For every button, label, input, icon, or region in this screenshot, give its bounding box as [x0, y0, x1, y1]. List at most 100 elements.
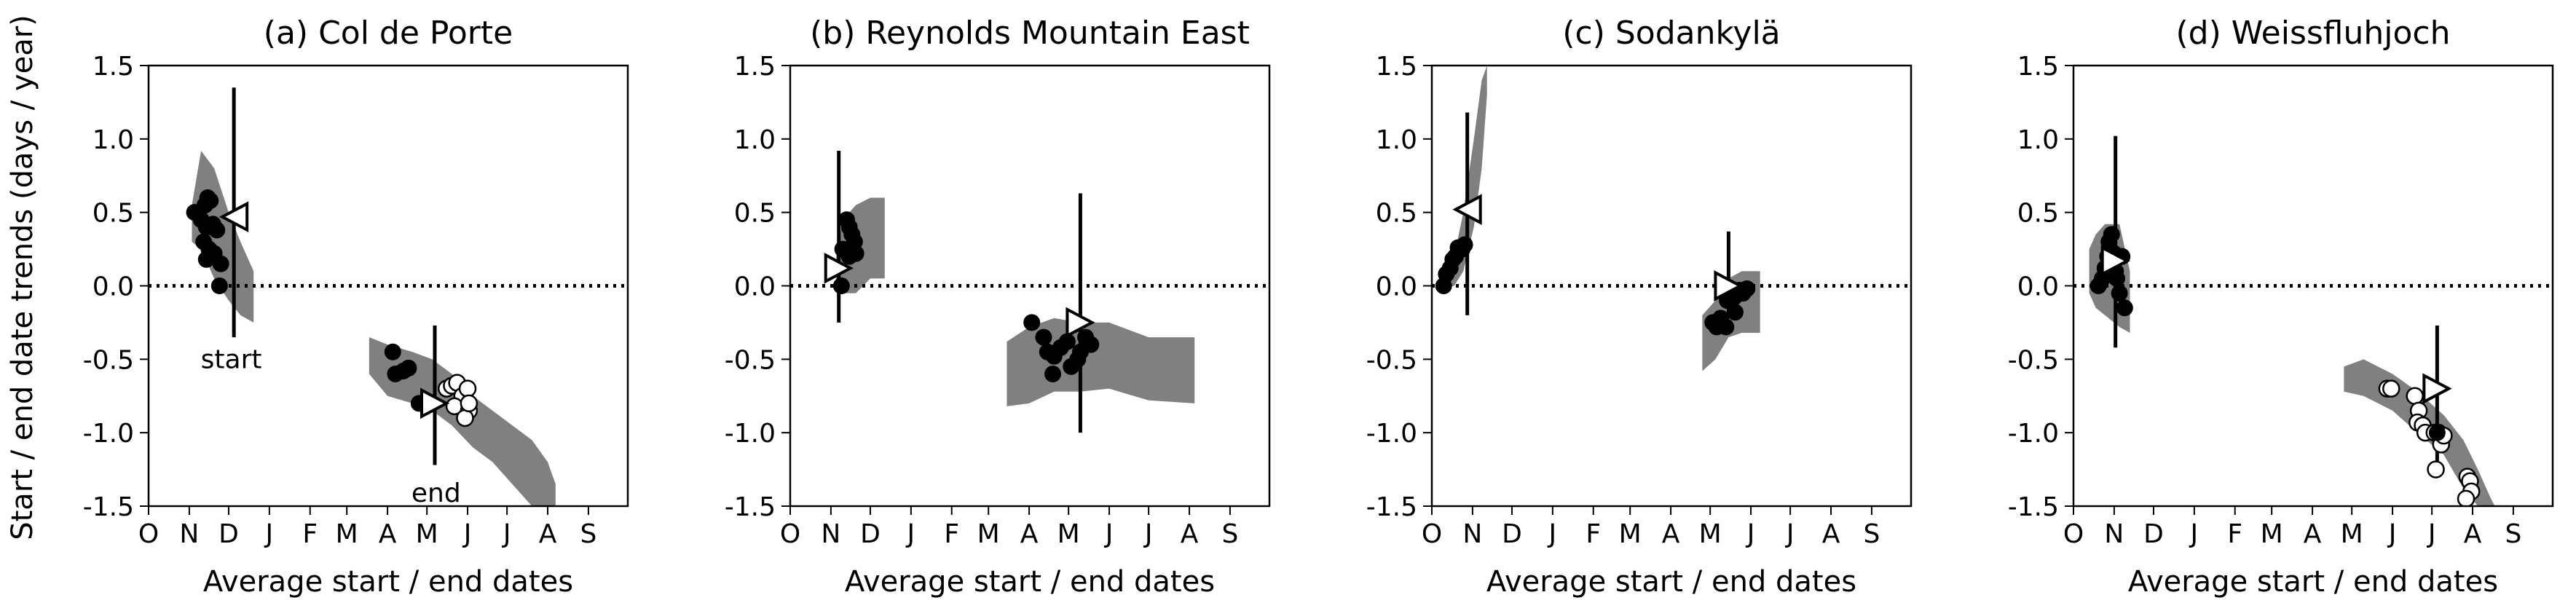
- x-tick-label: J: [1785, 519, 1795, 549]
- data-point: [2111, 285, 2128, 302]
- data-point: [202, 192, 219, 210]
- data-point: [1082, 336, 1100, 353]
- data-point: [2108, 269, 2125, 287]
- y-tick-label: 1.0: [734, 125, 776, 155]
- y-tick-label: -0.5: [725, 345, 776, 375]
- y-tick-label: 1.0: [92, 125, 134, 155]
- y-tick-label: -1.0: [2008, 419, 2059, 449]
- mean-marker: [824, 252, 854, 284]
- x-tick-label: J: [1746, 519, 1755, 549]
- data-point: [212, 255, 229, 272]
- mean-marker: [420, 387, 450, 419]
- x-tick-label: S: [1221, 519, 1238, 549]
- plot-area: [2073, 135, 2553, 506]
- data-point: [2427, 460, 2445, 478]
- x-tick-label: M: [2261, 519, 2283, 549]
- y-tick-label: -1.5: [2008, 492, 2059, 522]
- x-axis-label: Average start / end dates: [203, 565, 573, 599]
- x-tick-label: O: [780, 519, 800, 549]
- mean-marker: [2422, 373, 2452, 404]
- y-tick-label: -1.0: [725, 419, 776, 449]
- x-tick-label: S: [2505, 519, 2521, 549]
- y-tick-label: 0.5: [734, 199, 776, 229]
- plot-area: [1432, 66, 1911, 371]
- data-point: [2428, 424, 2446, 441]
- mean-marker: [1714, 270, 1744, 301]
- y-tick-label: -0.5: [2008, 345, 2059, 375]
- data-point: [458, 379, 477, 398]
- y-tick-label: 1.5: [2017, 52, 2059, 82]
- x-tick-label: O: [2063, 519, 2084, 549]
- x-tick-label: A: [1822, 519, 1840, 549]
- x-tick-label: J: [264, 519, 274, 549]
- x-tick-label: J: [1104, 519, 1114, 549]
- x-tick-label: S: [1863, 519, 1880, 549]
- annotation-end: end: [411, 478, 461, 508]
- y-tick-label: 1.5: [734, 52, 776, 82]
- data-point: [208, 221, 226, 239]
- x-tick-label: J: [462, 519, 472, 549]
- y-tick-label: -0.5: [83, 345, 134, 375]
- panel-title: (c) Sodankylä: [1562, 15, 1780, 52]
- panel-2: -1.5-1.0-0.50.00.51.01.5O N D J F M A M J J A S(b) …: [725, 15, 1271, 599]
- data-point: [460, 394, 478, 413]
- panel-1: -1.5-1.0-0.50.00.51.01.5O N D J F M A M J J A S(a) …: [83, 15, 629, 599]
- data-point: [210, 277, 228, 294]
- x-tick-label: M: [1619, 519, 1642, 549]
- x-axis-label: Average start / end dates: [2128, 565, 2498, 599]
- data-point: [2382, 379, 2400, 398]
- x-tick-label: O: [138, 519, 159, 549]
- data-point: [1726, 304, 1744, 321]
- x-tick-label: D: [2143, 519, 2164, 549]
- x-tick-label: F: [944, 519, 959, 549]
- x-tick-label: N: [1462, 519, 1482, 549]
- data-point: [2103, 226, 2120, 243]
- axes-frame: [1430, 64, 1913, 508]
- x-tick-label: J: [2387, 519, 2397, 549]
- y-tick-label: 0.5: [92, 199, 134, 229]
- x-tick-label: A: [2464, 519, 2482, 549]
- y-tick-label: 1.5: [92, 52, 134, 82]
- data-point: [1717, 318, 1735, 336]
- x-tick-label: D: [1502, 519, 1522, 549]
- data-point: [832, 277, 850, 294]
- x-tick-label: F: [1586, 519, 1601, 549]
- mean-marker: [1452, 194, 1482, 225]
- data-point: [1023, 314, 1041, 331]
- x-tick-label: J: [2189, 519, 2199, 549]
- x-tick-label: J: [1143, 519, 1153, 549]
- x-tick-label: A: [1020, 519, 1039, 549]
- x-axis-label: Average start / end dates: [845, 565, 1215, 599]
- y-tick-label: 1.0: [1376, 125, 1417, 155]
- x-tick-label: D: [860, 519, 881, 549]
- x-tick-label: A: [2304, 519, 2322, 549]
- y-tick-label: 0.0: [92, 272, 134, 302]
- x-tick-label: A: [1181, 519, 1199, 549]
- panel-title: (a) Col de Porte: [264, 15, 513, 52]
- y-tick-label: 1.5: [1376, 52, 1417, 82]
- x-tick-label: M: [977, 519, 1000, 549]
- y-tick-label: -0.5: [1366, 345, 1417, 375]
- plot-area: [790, 150, 1269, 433]
- y-tick-label: -1.0: [1366, 419, 1417, 449]
- y-tick-label: -1.5: [725, 492, 776, 522]
- x-tick-label: A: [539, 519, 557, 549]
- panel-title: (d) Weissfluhjoch: [2175, 15, 2450, 52]
- x-tick-label: J: [2427, 519, 2436, 549]
- x-tick-label: A: [1662, 519, 1680, 549]
- mean-marker: [2100, 245, 2130, 277]
- x-tick-label: D: [218, 519, 239, 549]
- mean-marker: [218, 201, 249, 233]
- x-tick-label: M: [2341, 519, 2363, 549]
- x-tick-label: O: [1422, 519, 1442, 549]
- x-tick-label: A: [379, 519, 397, 549]
- x-tick-label: M: [416, 519, 438, 549]
- data-point: [1456, 236, 1473, 253]
- x-tick-label: N: [2104, 519, 2124, 549]
- x-tick-label: F: [302, 519, 318, 549]
- y-tick-label: 1.0: [2017, 125, 2059, 155]
- mean-marker: [1066, 307, 1095, 339]
- y-tick-label: -1.0: [83, 419, 134, 449]
- x-tick-label: S: [580, 519, 596, 549]
- x-tick-label: M: [1057, 519, 1080, 549]
